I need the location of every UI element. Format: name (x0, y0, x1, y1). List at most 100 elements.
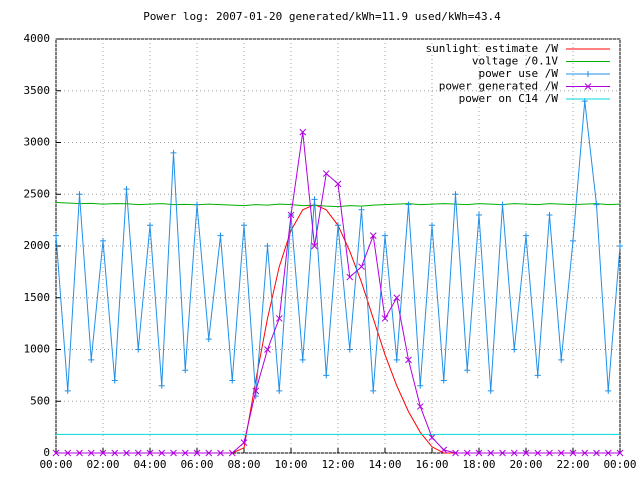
point-marker (311, 196, 318, 203)
point-marker (369, 232, 377, 240)
point-marker (147, 222, 153, 229)
point-marker (323, 372, 330, 379)
point-marker (252, 387, 260, 395)
point-marker (217, 232, 224, 239)
point-marker (382, 232, 388, 239)
point-marker (53, 232, 59, 239)
point-marker (299, 128, 307, 136)
y-tick-label: 1500 (24, 291, 51, 304)
y-tick-label: 0 (43, 446, 50, 459)
x-tick-label: 04:00 (133, 458, 166, 471)
point-marker (452, 191, 459, 198)
point-marker (87, 449, 95, 457)
point-marker (275, 315, 283, 322)
point-marker (523, 232, 529, 239)
x-tick-label: 22:00 (556, 458, 589, 471)
point-marker (76, 449, 83, 457)
point-marker (463, 449, 471, 457)
point-marker (111, 377, 118, 384)
point-marker (158, 382, 165, 389)
point-marker (569, 449, 577, 457)
point-marker (52, 449, 60, 457)
point-marker (123, 186, 130, 193)
point-marker (194, 201, 200, 208)
point-marker (99, 449, 107, 457)
point-marker (475, 449, 483, 457)
point-marker (134, 449, 142, 457)
y-tick-label: 3000 (24, 136, 51, 149)
point-marker (499, 449, 506, 457)
point-marker (499, 201, 506, 208)
point-marker (416, 403, 424, 410)
point-marker (605, 387, 612, 394)
point-marker (522, 449, 530, 457)
legend-label: sunlight estimate /W (426, 42, 559, 55)
point-marker (604, 449, 612, 457)
point-marker (135, 346, 142, 353)
x-tick-label: 20:00 (509, 458, 542, 471)
x-tick-label: 16:00 (415, 458, 448, 471)
x-tick-label: 14:00 (368, 458, 401, 471)
point-marker (405, 201, 412, 208)
point-marker (334, 180, 342, 188)
point-marker (64, 449, 72, 457)
point-marker (487, 449, 495, 457)
point-marker (487, 387, 494, 394)
point-marker (241, 222, 247, 229)
point-marker (440, 446, 448, 454)
point-marker (335, 222, 341, 229)
x-tick-label: 00:00 (39, 458, 72, 471)
point-marker (405, 356, 412, 364)
y-tick-label: 2500 (24, 187, 51, 200)
point-marker (193, 449, 201, 457)
point-marker (617, 243, 623, 249)
point-marker (88, 356, 95, 363)
y-tick-label: 3500 (24, 84, 51, 97)
point-marker (440, 377, 447, 384)
point-marker (510, 449, 518, 457)
point-marker (417, 382, 424, 389)
point-marker (158, 449, 166, 457)
point-marker (170, 449, 177, 457)
point-marker (584, 83, 592, 90)
point-marker (429, 222, 435, 229)
point-marker (534, 372, 541, 379)
point-marker (299, 356, 306, 363)
point-marker (123, 449, 130, 457)
legend-label: power use /W (479, 67, 559, 80)
y-tick-label: 500 (30, 394, 50, 407)
x-tick-label: 06:00 (180, 458, 213, 471)
x-tick-label: 08:00 (227, 458, 260, 471)
point-marker (228, 449, 236, 457)
point-marker (346, 346, 353, 353)
point-marker (264, 346, 271, 353)
point-marker (76, 191, 83, 198)
point-marker (616, 449, 624, 457)
x-tick-label: 02:00 (86, 458, 119, 471)
legend-label: power on C14 /W (459, 92, 559, 105)
point-marker (534, 449, 542, 457)
y-tick-label: 1000 (24, 343, 51, 356)
y-tick-label: 2000 (24, 239, 51, 252)
y-tick-label: 4000 (24, 32, 51, 45)
point-marker (182, 367, 189, 374)
point-marker (146, 449, 154, 457)
x-tick-label: 18:00 (462, 458, 495, 471)
point-marker (311, 242, 318, 250)
point-marker (476, 211, 482, 218)
point-marker (229, 377, 236, 384)
chart-title: Power log: 2007-01-20 generated/kWh=11.9… (143, 10, 501, 23)
point-marker (381, 315, 389, 322)
point-marker (393, 294, 401, 302)
point-marker (593, 449, 600, 457)
point-marker (287, 211, 295, 219)
point-marker (585, 71, 591, 77)
point-marker (264, 243, 271, 249)
x-tick-label: 10:00 (274, 458, 307, 471)
point-marker (346, 273, 354, 281)
point-marker (240, 439, 248, 447)
point-marker (511, 346, 518, 353)
point-marker (570, 237, 576, 244)
point-marker (322, 170, 330, 177)
point-marker (428, 434, 436, 441)
